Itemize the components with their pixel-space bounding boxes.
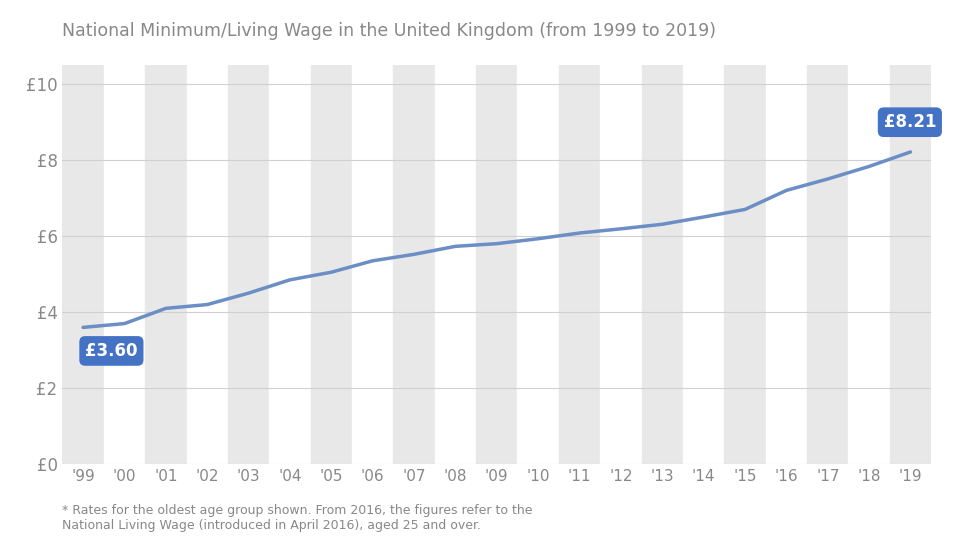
Bar [890,65,931,464]
Text: National Minimum/Living Wage in the United Kingdom (from 1999 to 2019): National Minimum/Living Wage in the Unit… [62,22,716,39]
Bar [228,65,269,464]
Bar [352,65,394,464]
Bar [600,65,641,464]
Bar [559,65,600,464]
Bar [849,65,890,464]
Bar [641,65,683,464]
Text: £3.60: £3.60 [85,329,137,360]
Bar [435,65,476,464]
Bar [186,65,228,464]
Bar [145,65,186,464]
Bar [311,65,352,464]
Bar [683,65,725,464]
Bar [62,65,104,464]
Bar [807,65,849,464]
Bar [476,65,517,464]
Bar [394,65,435,464]
Text: * Rates for the oldest age group shown. From 2016, the figures refer to the
Nati: * Rates for the oldest age group shown. … [62,504,533,532]
Text: £8.21: £8.21 [883,113,936,149]
Bar [766,65,807,464]
Bar [517,65,559,464]
Bar [269,65,311,464]
Bar [104,65,145,464]
Bar [725,65,766,464]
